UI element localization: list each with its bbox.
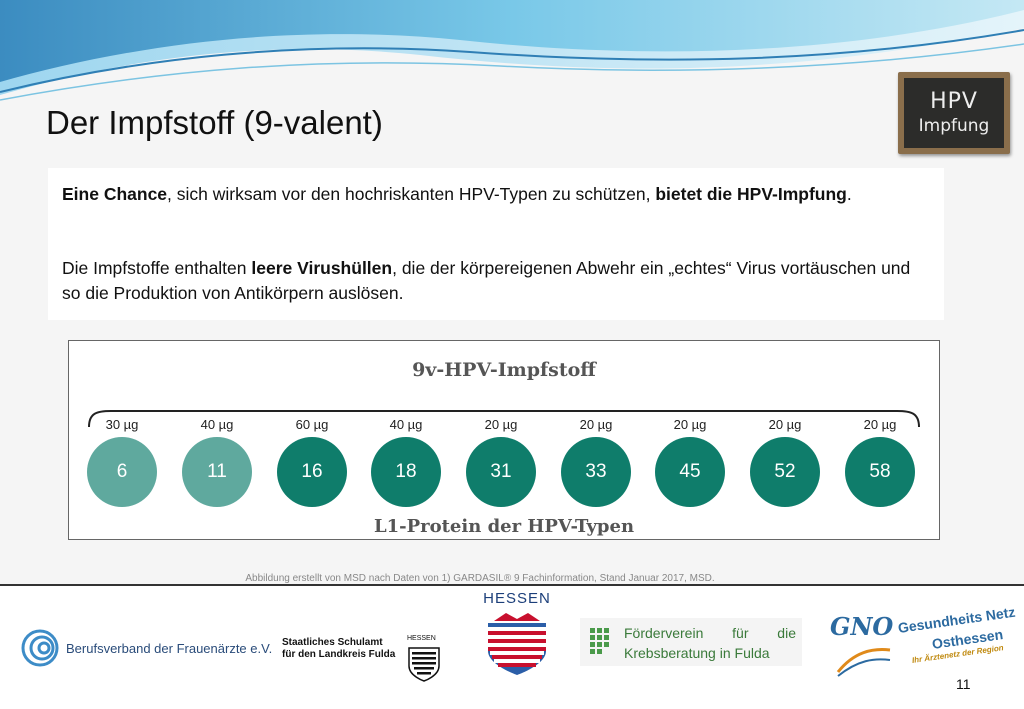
logo-line-2: Impfung (918, 116, 990, 136)
schulamt-line-1: Staatliches Schulamt (282, 637, 383, 648)
foerderverein-line-1: Förderverein für die (624, 625, 796, 641)
figure-subtitle: L1-Protein der HPV-Typen (373, 516, 635, 537)
bold-text: Eine Chance (62, 184, 168, 204)
hessen-logo: HESSEN (476, 590, 558, 682)
hpv-type-circle: 16 (277, 437, 347, 507)
footer-divider (0, 584, 1024, 586)
dose-label: 40 µg (389, 417, 423, 432)
hpv-type-circle: 33 (561, 437, 631, 507)
logo-line-1: HPV (930, 89, 978, 114)
gno-mark: GNO (830, 612, 894, 641)
text-box: Eine Chance, sich wirksam vor den hochri… (48, 168, 944, 320)
hpv-type-circle: 58 (845, 437, 915, 507)
text: . (846, 184, 852, 204)
slide-title: Der Impfstoff (9-valent) (46, 104, 383, 141)
gno-logo: GNO Gesundheits Netz Osthessen Ihr Ärzte… (828, 604, 1018, 682)
header-wave-decoration (0, 0, 1024, 101)
hpv-type-circle: 11 (182, 437, 252, 507)
text: Die Impfstoffe enthalten (62, 258, 252, 278)
hessen-lion-crest-icon (488, 613, 546, 675)
dose-label: 20 µg (673, 417, 707, 432)
foerderverein-line-2: Krebsberatung in Fulda (624, 645, 770, 661)
dose-label: 20 µg (863, 417, 897, 432)
vaccine-figure: 9v-HPV-Impfstoff 30 µg 6 40 µg 11 60 µg 16 40 … (68, 340, 940, 540)
hpv-type-circle: 52 (750, 437, 820, 507)
hessen-name: HESSEN (483, 590, 551, 607)
hpv-type-circle: 6 (87, 437, 157, 507)
hpv-type-circle: 45 (655, 437, 725, 507)
paragraph-2: Die Impfstoffe enthalten leere Virushüll… (62, 256, 930, 306)
schulamt-logo: Staatliches Schulamt für den Landkreis Fu… (274, 632, 450, 686)
dose-label: 20 µg (768, 417, 802, 432)
dose-label: 20 µg (484, 417, 518, 432)
text: , sich wirksam vor den hochriskanten HPV… (167, 184, 656, 204)
schulamt-name: Staatliches Schulamt für den Landkreis Fu… (282, 637, 395, 661)
grouping-brace (88, 410, 920, 428)
hessen-crest-icon (408, 647, 440, 682)
dose-label: 20 µg (579, 417, 613, 432)
text: , die der körpereigenen Abwehr ein „echt… (62, 258, 911, 303)
dot-grid-icon (590, 628, 609, 654)
foerderverein-logo: Förderverein für die Krebsberatung in Fu… (580, 618, 802, 666)
dose-label: 40 µg (200, 417, 234, 432)
schulamt-line-2: für den Landkreis Fulda (282, 649, 396, 660)
bold-text: bietet die HPV-Impfung (655, 184, 847, 204)
paragraph-1: Eine Chance, sich wirksam vor den hochri… (62, 182, 930, 207)
hpv-type-circle: 31 (466, 437, 536, 507)
schulamt-hessen-label: HESSEN (407, 635, 436, 642)
bold-text: leere Virushüllen (251, 258, 393, 278)
figure-title: 9v-HPV-Impfstoff (412, 359, 596, 381)
footnote: Abbildung erstellt von MSD nach Daten vo… (245, 573, 715, 584)
dose-label: 30 µg (105, 417, 139, 432)
chalkboard: HPV Impfung (904, 78, 1004, 148)
bvf-ring-icon (21, 629, 59, 667)
dose-label: 60 µg (295, 417, 329, 432)
page-number: 11 (956, 676, 971, 692)
hpv-impfung-logo: HPV Impfung (898, 72, 1010, 154)
bvf-logo: Berufsverband der Frauenärzte e.V. (20, 628, 272, 668)
hpv-type-circle: 18 (371, 437, 441, 507)
bvf-name: Berufsverband der Frauenärzte e.V. (66, 640, 273, 656)
gno-swoosh-icon (836, 648, 891, 677)
